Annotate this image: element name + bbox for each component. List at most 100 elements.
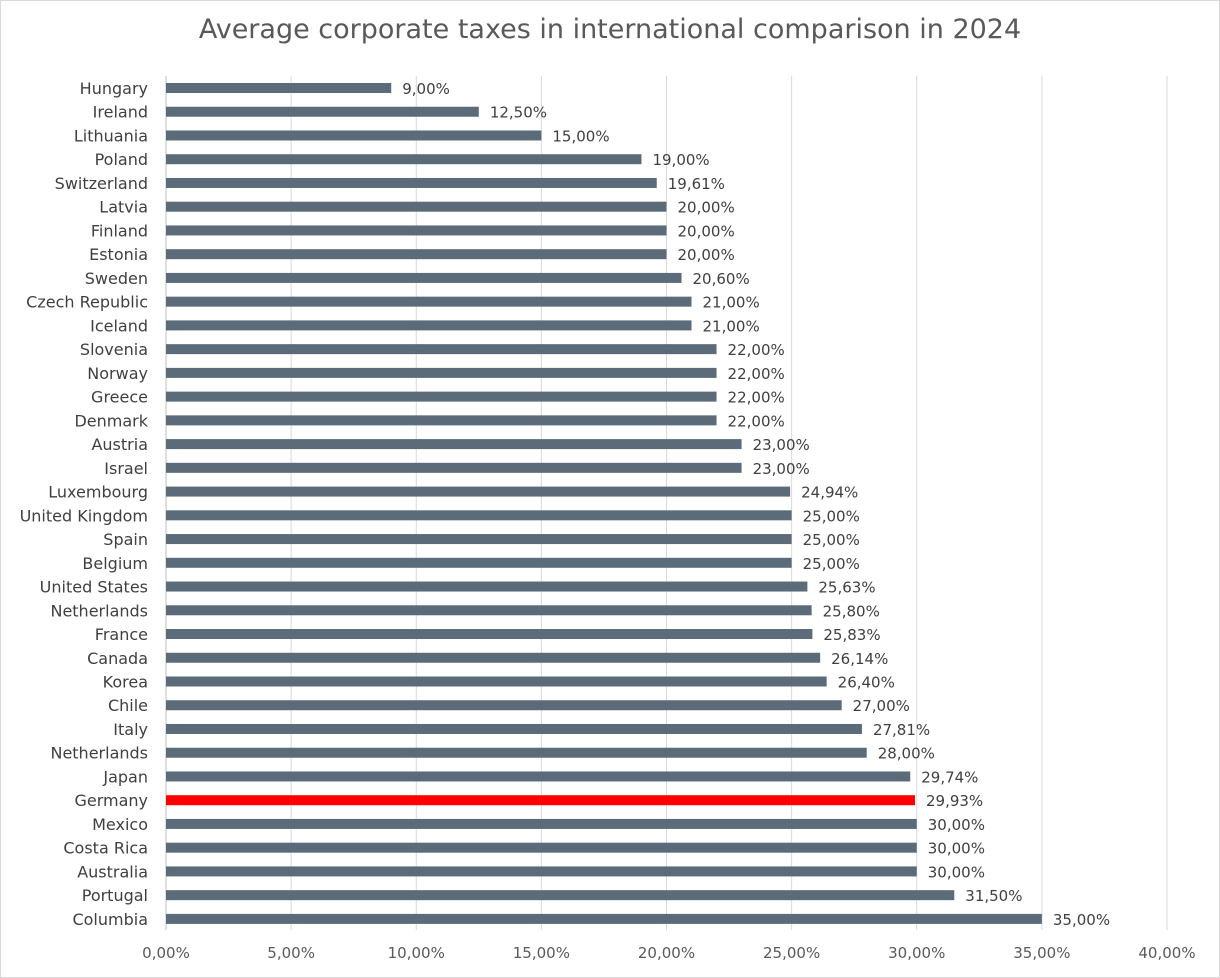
category-label: Iceland [90, 316, 148, 335]
category-label: Slovenia [80, 340, 148, 359]
category-label: Hungary [80, 79, 148, 98]
bar [166, 676, 827, 687]
bar [166, 842, 917, 853]
category-label: Switzerland [55, 174, 148, 193]
value-label: 25,83% [823, 626, 880, 644]
bar [166, 890, 955, 901]
x-tick-label: 30,00% [888, 944, 945, 962]
value-label: 25,00% [803, 531, 860, 549]
category-label: Chile [108, 696, 148, 715]
value-label: 22,00% [728, 365, 785, 383]
bar [166, 723, 862, 734]
value-label: 22,00% [728, 412, 785, 430]
category-labels: Hungary Ireland Lithuania Poland Switzerland… [20, 79, 149, 929]
category-label: Korea [103, 673, 148, 692]
category-label: United States [40, 578, 148, 597]
bar [166, 439, 742, 450]
category-label: France [95, 625, 148, 644]
bar [166, 486, 791, 497]
category-label: Netherlands [50, 744, 148, 763]
category-label: Italy [113, 720, 148, 739]
category-label: Latvia [99, 198, 148, 217]
category-label: Denmark [74, 411, 148, 430]
bar [166, 747, 867, 758]
bar [166, 344, 717, 355]
category-label: Spain [103, 530, 148, 549]
bar-highlight [166, 795, 915, 806]
bar [166, 652, 821, 663]
category-label: Mexico [92, 815, 148, 834]
x-axis-ticks: 0,00% 5,00% 10,00% 15,00% 20,00% 25,00% 30,00%… [142, 944, 1195, 962]
value-label: 28,00% [878, 745, 935, 763]
value-label: 24,94% [801, 484, 858, 502]
category-label: Austria [91, 435, 148, 454]
value-label: 25,00% [803, 507, 860, 525]
bar [166, 771, 911, 782]
bar [166, 225, 667, 236]
value-label: 25,00% [803, 555, 860, 573]
value-label: 20,60% [693, 270, 750, 288]
category-label: Columbia [72, 910, 148, 929]
category-label: Sweden [85, 269, 148, 288]
category-label: Finland [91, 221, 148, 240]
x-tick-label: 40,00% [1138, 944, 1195, 962]
value-label: 15,00% [552, 127, 609, 145]
bar [166, 296, 692, 307]
bar [166, 391, 717, 402]
bars [166, 83, 1042, 924]
category-label: Germany [74, 791, 148, 810]
bar [166, 130, 542, 141]
bar [166, 581, 808, 592]
value-label: 9,00% [402, 80, 450, 98]
bar [166, 866, 917, 877]
bar [166, 177, 657, 188]
value-label: 20,00% [678, 246, 735, 264]
bar [166, 510, 792, 521]
chart-title: Average corporate taxes in international… [198, 14, 1022, 45]
value-labels: 9,00% 12,50% 15,00% 19,00% 19,61% 20,00% 20,00… [402, 80, 1110, 929]
value-label: 20,00% [678, 199, 735, 217]
value-label: 30,00% [928, 863, 985, 881]
value-label: 25,80% [823, 602, 880, 620]
value-label: 30,00% [928, 816, 985, 834]
category-label: Czech Republic [26, 293, 148, 312]
x-tick-label: 10,00% [388, 944, 445, 962]
category-label: Luxembourg [48, 483, 148, 502]
value-label: 21,00% [703, 317, 760, 335]
value-label: 22,00% [728, 341, 785, 359]
x-tick-label: 25,00% [763, 944, 820, 962]
x-tick-label: 5,00% [267, 944, 315, 962]
bar [166, 272, 682, 283]
bar [166, 557, 792, 568]
bar [166, 605, 812, 616]
value-label: 27,81% [873, 721, 930, 739]
category-label: Poland [95, 150, 148, 169]
value-label: 21,00% [703, 294, 760, 312]
bar [166, 201, 667, 212]
category-label: Israel [104, 459, 148, 478]
bar [166, 249, 667, 260]
x-tick-label: 15,00% [513, 944, 570, 962]
value-label: 19,61% [668, 175, 725, 193]
bar [166, 83, 392, 93]
bar [166, 913, 1042, 924]
category-label: Portugal [82, 886, 148, 905]
bar [166, 534, 792, 545]
x-tick-label: 0,00% [142, 944, 190, 962]
bar [166, 415, 717, 426]
value-label: 26,14% [831, 650, 888, 668]
value-label: 20,00% [678, 222, 735, 240]
value-label: 35,00% [1053, 911, 1110, 929]
category-label: Belgium [82, 554, 148, 573]
x-tick-label: 20,00% [638, 944, 695, 962]
bar [166, 320, 692, 331]
x-tick-label: 35,00% [1013, 944, 1070, 962]
category-label: Costa Rica [63, 839, 148, 858]
bar [166, 700, 842, 711]
category-label: Netherlands [50, 601, 148, 620]
gridlines [165, 76, 1168, 930]
value-label: 22,00% [728, 389, 785, 407]
category-label: Canada [87, 649, 148, 668]
value-label: 27,00% [853, 697, 910, 715]
value-label: 12,50% [490, 104, 547, 122]
